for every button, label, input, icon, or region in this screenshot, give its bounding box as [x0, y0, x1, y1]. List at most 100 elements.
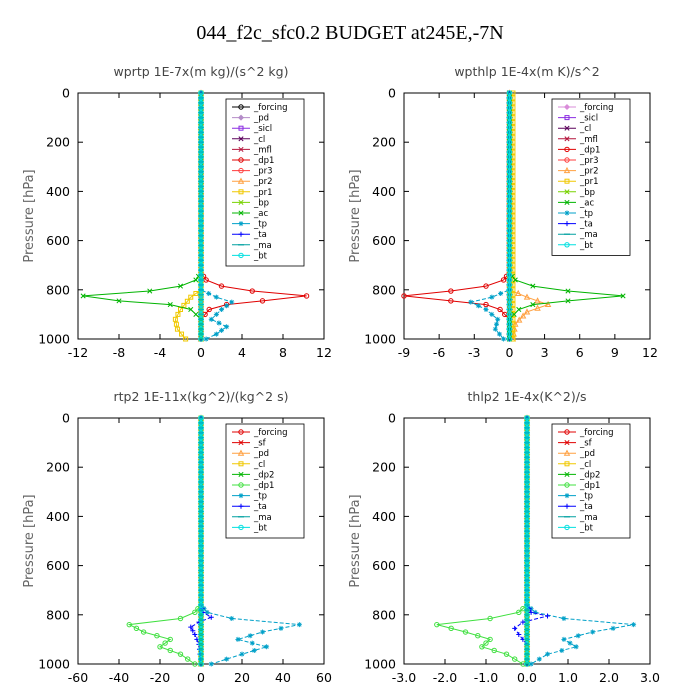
x-tick-label: 8 — [279, 345, 287, 360]
data-point — [528, 661, 534, 667]
data-point — [198, 508, 204, 515]
data-point — [506, 193, 513, 200]
legend-label: _bt — [253, 523, 268, 533]
data-point — [483, 283, 489, 289]
data-point — [524, 533, 530, 539]
data-point — [198, 434, 204, 441]
legend-label: _ta — [253, 230, 267, 240]
data-point — [523, 293, 531, 300]
data-point — [532, 609, 538, 615]
data-point — [544, 300, 552, 308]
data-point — [198, 159, 204, 165]
data-point — [198, 425, 204, 431]
data-point — [506, 262, 513, 268]
legend-label: _dp1 — [253, 156, 274, 166]
y-tick-label: 0 — [62, 411, 70, 426]
data-point — [198, 572, 204, 579]
data-point — [167, 636, 173, 643]
data-point — [506, 218, 513, 224]
data-point — [524, 454, 530, 461]
data-point — [564, 115, 570, 121]
data-point — [448, 625, 454, 632]
data-point — [198, 257, 204, 263]
data-point — [434, 621, 440, 628]
data-point — [524, 528, 530, 534]
data-point — [238, 493, 244, 499]
legend-label: _bp — [253, 198, 269, 208]
data-point — [198, 498, 204, 505]
data-point — [173, 321, 179, 327]
data-point — [238, 231, 244, 237]
data-point — [198, 454, 204, 461]
data-point — [506, 321, 513, 327]
data-point — [506, 169, 513, 175]
data-point — [133, 625, 140, 632]
data-point — [238, 189, 244, 195]
data-point — [303, 293, 310, 299]
data-point — [506, 95, 513, 101]
y-tick-label: 800 — [372, 607, 396, 622]
panel-title: thlp2 1E-4x(K^2)/s — [468, 389, 587, 404]
legend-label: _bt — [579, 523, 594, 533]
data-point — [198, 252, 204, 259]
data-point — [610, 625, 616, 631]
data-point — [193, 311, 199, 317]
data-point — [519, 312, 527, 319]
data-point — [162, 640, 168, 646]
data-point — [561, 636, 567, 642]
data-point — [631, 622, 637, 628]
data-point — [198, 242, 204, 249]
data-point — [524, 464, 530, 470]
data-point — [198, 567, 204, 574]
data-point — [524, 513, 530, 520]
data-point — [198, 178, 204, 185]
legend-label: _tp — [253, 220, 267, 230]
data-point — [498, 290, 504, 296]
data-point — [506, 282, 513, 288]
data-point — [206, 290, 212, 296]
legend-label: _tp — [579, 209, 593, 219]
data-point — [506, 188, 513, 195]
legend-label: _tp — [253, 492, 267, 502]
data-point — [575, 633, 581, 639]
data-point — [536, 656, 542, 662]
data-point — [238, 461, 244, 467]
data-point — [216, 320, 222, 326]
legend-label: _cl — [579, 124, 591, 134]
data-point — [524, 484, 530, 490]
data-point — [188, 306, 194, 313]
data-point — [198, 198, 204, 204]
data-point — [198, 612, 204, 618]
data-point — [213, 331, 219, 337]
legend-label: _dp1 — [579, 481, 600, 491]
data-point — [198, 528, 204, 534]
x-tick-label: -60 — [68, 670, 88, 685]
data-point — [506, 252, 513, 259]
x-tick-label: -4 — [154, 345, 167, 360]
data-point — [506, 173, 513, 180]
data-point — [238, 167, 244, 174]
data-point — [198, 464, 204, 470]
data-point — [192, 631, 198, 637]
data-point — [80, 293, 86, 299]
data-point — [198, 119, 204, 126]
data-point — [564, 461, 570, 467]
data-point — [506, 277, 513, 283]
data-point — [506, 272, 513, 278]
data-point — [489, 311, 495, 317]
data-point — [515, 316, 523, 323]
x-tick-label: 0 — [197, 670, 205, 685]
data-point — [198, 543, 204, 549]
data-point — [475, 633, 481, 639]
data-point — [516, 631, 522, 637]
data-point — [238, 429, 244, 435]
data-point — [506, 223, 513, 229]
x-tick-label: 2.0 — [599, 670, 619, 685]
data-point — [514, 289, 522, 296]
data-point — [198, 474, 204, 480]
data-point — [198, 109, 204, 116]
panel-title: wpthlp 1E-4x(m K)/s^2 — [454, 64, 599, 79]
legend-label: _forcing — [253, 428, 288, 438]
data-point — [198, 577, 204, 584]
data-point — [524, 479, 530, 485]
